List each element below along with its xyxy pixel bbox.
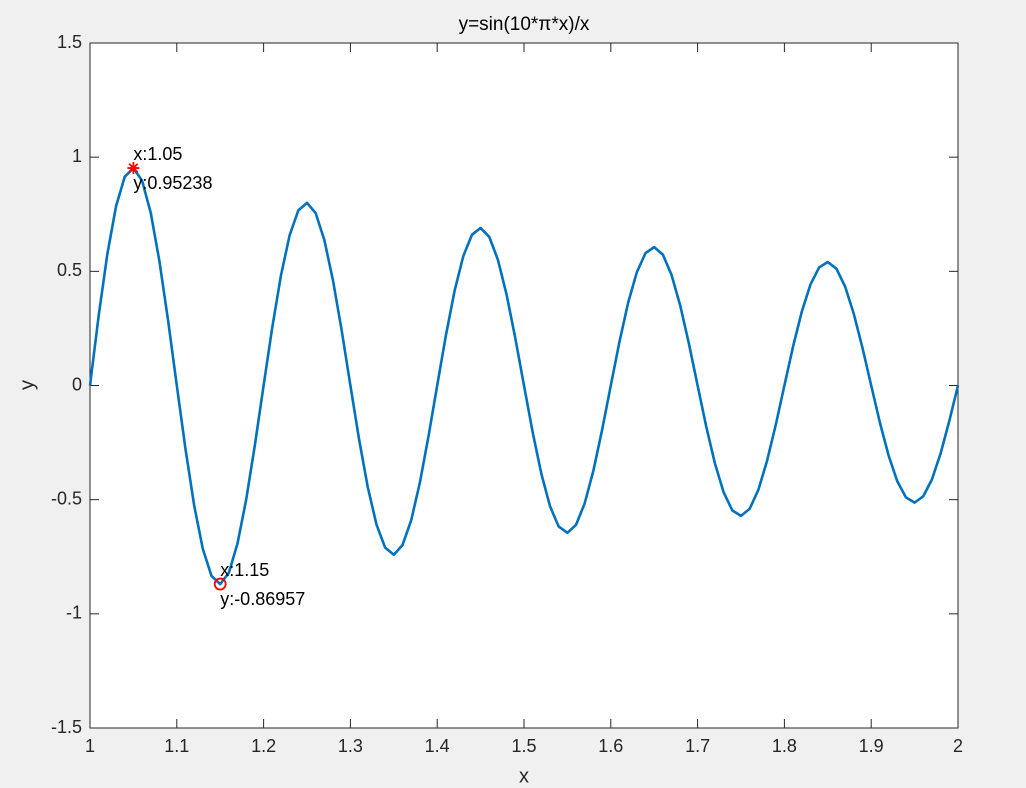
data-tip-marker: [213, 577, 227, 591]
y-tick-label: 0.5: [57, 260, 82, 280]
x-tick-label: 1.1: [164, 736, 189, 756]
y-tick-label: -1: [66, 603, 82, 623]
x-tick-label: 1.7: [685, 736, 710, 756]
y-tick-label: -0.5: [51, 488, 82, 508]
x-tick-label: 1.9: [859, 736, 884, 756]
y-tick-label: 1.5: [57, 32, 82, 52]
x-tick-label: 1.4: [425, 736, 450, 756]
x-tick-label: 1.5: [511, 736, 536, 756]
y-tick-label: 0: [72, 374, 82, 394]
data-tip-marker: [127, 162, 140, 175]
chart-title: y=sin(10*π*x)/x: [459, 14, 590, 35]
x-tick-label: 1.6: [598, 736, 623, 756]
x-tick-label: 1: [85, 736, 95, 756]
data-line: [88, 166, 960, 586]
x-tick-label: 1.8: [772, 736, 797, 756]
y-tick-label: 1: [72, 146, 82, 166]
data-tip-x: x:1.15: [220, 560, 269, 580]
y-tick-label: -1.5: [51, 717, 82, 737]
x-tick-label: 1.2: [251, 736, 276, 756]
data-tip-x: x:1.05: [133, 144, 182, 164]
data-tip-y: y:-0.86957: [220, 589, 305, 609]
x-axis-label: x: [519, 765, 529, 787]
x-tick-label: 1.3: [338, 736, 363, 756]
x-tick-label: 2: [953, 736, 963, 756]
y-axis-label: y: [16, 380, 38, 390]
data-tip-y: y:0.95238: [133, 173, 212, 193]
